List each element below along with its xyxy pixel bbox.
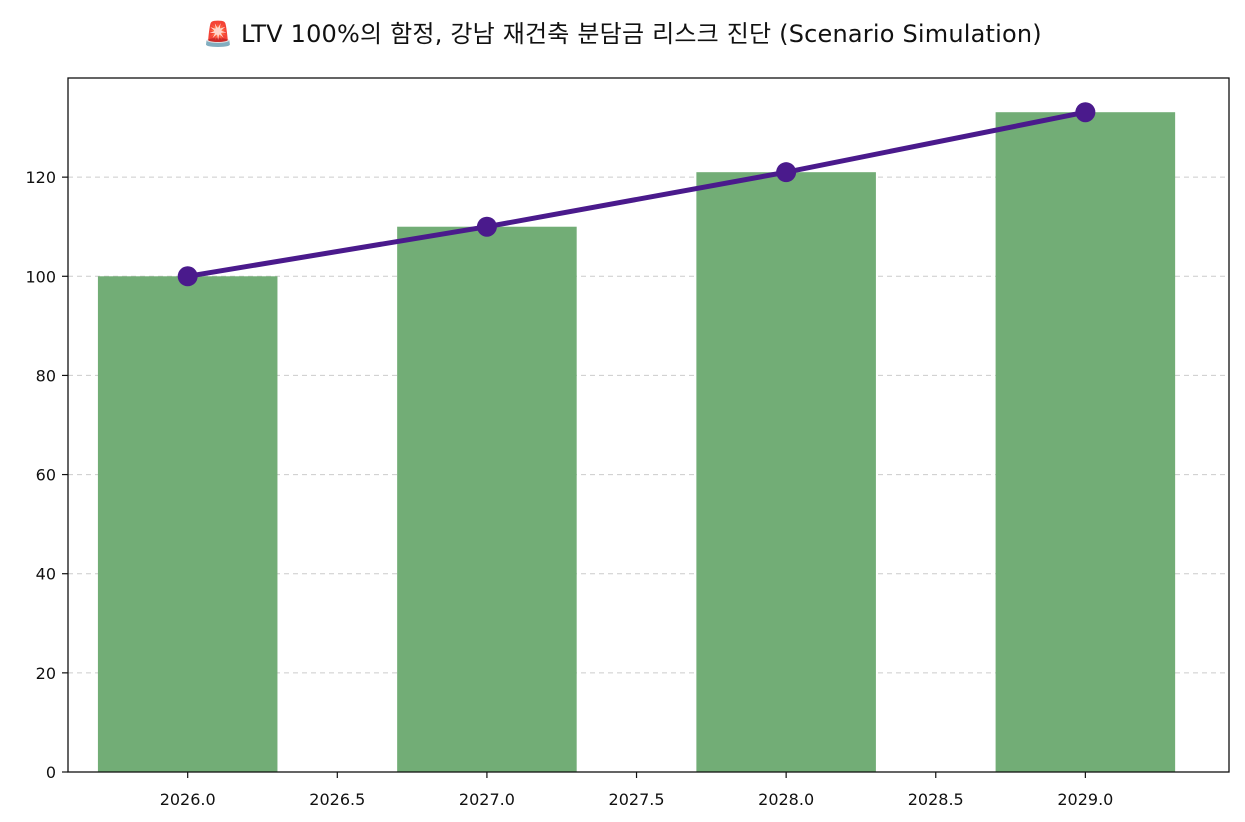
x-tick-label-3: 2027.5 bbox=[609, 790, 665, 809]
y-tick-label-3: 60 bbox=[36, 466, 56, 485]
bar-3 bbox=[995, 112, 1176, 772]
line-point-1 bbox=[476, 216, 497, 237]
line-point-0 bbox=[177, 266, 198, 287]
line-layer bbox=[177, 102, 1096, 287]
x-tick-label-1: 2026.5 bbox=[309, 790, 365, 809]
line-series bbox=[185, 109, 1088, 279]
y-tick-label-5: 100 bbox=[25, 267, 56, 286]
x-tick-label-0: 2026.0 bbox=[160, 790, 216, 809]
line-point-2 bbox=[776, 162, 797, 183]
bar-2 bbox=[696, 172, 876, 772]
x-tick-label-4: 2028.0 bbox=[758, 790, 814, 809]
y-tick-label-6: 120 bbox=[25, 168, 56, 187]
y-tick-label-4: 80 bbox=[36, 366, 56, 385]
y-tick-label-0: 0 bbox=[46, 763, 56, 782]
bar-0 bbox=[97, 276, 278, 772]
y-tick-label-2: 40 bbox=[36, 565, 56, 584]
x-tick-label-6: 2029.0 bbox=[1057, 790, 1113, 809]
line-point-3 bbox=[1075, 102, 1096, 123]
axis-layer: 0 20 40 60 80 100 120 2026.0 2026.5 2027.0 2027.5 2… bbox=[25, 77, 1230, 809]
y-tick-label-1: 20 bbox=[36, 664, 56, 683]
bar-1 bbox=[397, 226, 577, 772]
bar-layer bbox=[97, 112, 1176, 772]
plot-frame bbox=[67, 77, 1230, 773]
x-tick-label-2: 2027.0 bbox=[459, 790, 515, 809]
chart-title: 🚨 LTV 100%의 함정, 강남 재건축 분담금 리스크 진단 (Scena… bbox=[203, 20, 1042, 48]
x-tick-label-5: 2028.5 bbox=[908, 790, 964, 809]
